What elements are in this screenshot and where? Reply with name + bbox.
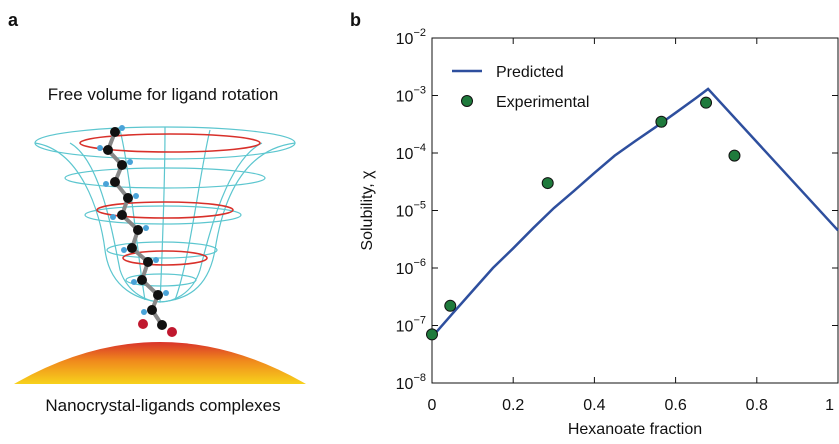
y-tick-label: 10−5 bbox=[396, 200, 426, 221]
x-tick-label: 0.6 bbox=[664, 397, 686, 414]
data-point bbox=[655, 115, 668, 128]
x-axis-label: Hexanoate fraction bbox=[568, 421, 702, 438]
legend-swatch bbox=[461, 95, 473, 107]
legend-label: Predicted bbox=[496, 64, 564, 81]
panel-b: b 10−8 10−7 10−6 10−5 10−4 10−3 10−2 0 0.2 0.4 0.6 0… bbox=[350, 10, 839, 438]
y-tick-label: 10−2 bbox=[396, 27, 426, 48]
ligand bbox=[97, 125, 177, 337]
y-axis-label: Solubility, χ bbox=[359, 170, 376, 251]
legend-label: Experimental bbox=[496, 94, 589, 111]
funnel bbox=[34, 126, 296, 303]
panel-label: a bbox=[8, 10, 19, 30]
data-point bbox=[444, 299, 457, 312]
bottom-label: Nanocrystal-ligands complexes bbox=[45, 396, 280, 415]
x-tick-label: 0.8 bbox=[746, 397, 768, 414]
data-point bbox=[700, 96, 713, 109]
plot-frame bbox=[431, 37, 839, 384]
y-tick-label: 10−8 bbox=[396, 372, 426, 393]
x-tick-label: 0 bbox=[428, 397, 437, 414]
panel-a: a Free volume for ligand rotation bbox=[8, 10, 306, 415]
x-tick-label: 0.2 bbox=[502, 397, 524, 414]
plot-area bbox=[432, 87, 839, 338]
x-tick-label: 0.4 bbox=[583, 397, 605, 414]
nanocrystal bbox=[14, 342, 306, 384]
x-tick-label: 1 bbox=[825, 397, 834, 414]
y-tick-label: 10−3 bbox=[396, 85, 426, 106]
data-point bbox=[426, 328, 438, 341]
predicted-line bbox=[432, 87, 839, 338]
y-tick-label: 10−6 bbox=[396, 257, 426, 278]
data-point bbox=[541, 177, 554, 190]
top-label: Free volume for ligand rotation bbox=[48, 85, 279, 104]
rotation-arrows bbox=[79, 133, 261, 266]
data-point bbox=[728, 149, 741, 162]
y-tick-label: 10−4 bbox=[396, 142, 426, 163]
panel-label: b bbox=[350, 10, 361, 30]
y-tick-label: 10−7 bbox=[396, 315, 426, 336]
